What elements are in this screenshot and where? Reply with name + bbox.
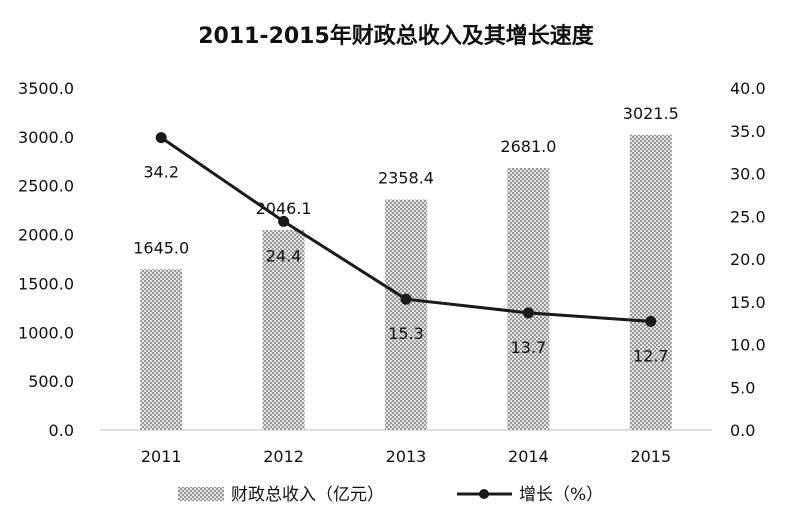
left-tick-label: 3500.0 xyxy=(18,79,74,98)
line-data-labels: 34.2 24.4 15.3 13.7 12.7 xyxy=(143,163,668,366)
legend-label-bar: 财政总收入（亿元） xyxy=(231,485,384,505)
x-axis-ticks: 2011 2012 2013 2014 2015 xyxy=(141,447,671,466)
bar-value-label: 1645.0 xyxy=(133,238,189,257)
right-axis-ticks: 0.0 5.0 10.0 15.0 20.0 25.0 30.0 35.0 40.0 xyxy=(730,79,766,440)
bar xyxy=(507,168,550,430)
line-point xyxy=(522,307,534,319)
right-tick-label: 10.0 xyxy=(730,336,766,355)
right-tick-label: 40.0 xyxy=(730,79,766,98)
right-tick-label: 15.0 xyxy=(730,293,766,312)
left-tick-label: 1500.0 xyxy=(18,274,74,293)
line-value-label: 12.7 xyxy=(633,346,669,365)
line-point xyxy=(278,215,290,227)
chart-title: 2011-2015年财政总收入及其增长速度 xyxy=(198,23,595,49)
legend-label-line: 增长（%） xyxy=(519,485,603,505)
bar xyxy=(262,230,305,430)
right-tick-label: 25.0 xyxy=(730,207,766,226)
bar xyxy=(629,134,672,430)
right-tick-label: 20.0 xyxy=(730,250,766,269)
bar-value-label: 2681.0 xyxy=(500,137,556,156)
line-point xyxy=(645,315,657,327)
left-tick-label: 3000.0 xyxy=(18,128,74,147)
line-value-label: 24.4 xyxy=(266,246,302,265)
bar xyxy=(140,269,183,430)
line-value-label: 15.3 xyxy=(388,324,424,343)
x-tick-label: 2013 xyxy=(386,447,427,466)
line-value-label: 34.2 xyxy=(143,163,179,182)
right-tick-label: 5.0 xyxy=(730,378,755,397)
left-tick-label: 1000.0 xyxy=(18,323,74,342)
x-tick-label: 2011 xyxy=(141,447,182,466)
bar xyxy=(385,199,427,430)
line-value-label: 13.7 xyxy=(511,338,547,357)
x-tick-label: 2012 xyxy=(263,447,304,466)
line-series xyxy=(155,132,657,327)
left-tick-label: 500.0 xyxy=(28,372,74,391)
x-tick-label: 2015 xyxy=(630,447,671,466)
legend: 财政总收入（亿元） 增长（%） xyxy=(178,485,603,505)
right-tick-label: 0.0 xyxy=(730,421,755,440)
bar-value-label: 2358.4 xyxy=(378,169,434,188)
left-tick-label: 2000.0 xyxy=(18,226,74,245)
left-tick-label: 2500.0 xyxy=(18,177,74,196)
legend-marker-line xyxy=(479,489,489,499)
left-tick-label: 0.0 xyxy=(49,421,74,440)
line-point xyxy=(400,293,412,305)
line-point xyxy=(155,132,167,144)
right-tick-label: 30.0 xyxy=(730,165,766,184)
bar-series xyxy=(140,134,672,430)
bar-value-label: 3021.5 xyxy=(623,104,679,123)
right-tick-label: 35.0 xyxy=(730,122,766,141)
legend-swatch-bar xyxy=(178,487,224,501)
left-axis-ticks: 0.0 500.0 1000.0 1500.0 2000.0 2500.0 3000.0 35… xyxy=(18,79,74,440)
x-tick-label: 2014 xyxy=(508,447,549,466)
